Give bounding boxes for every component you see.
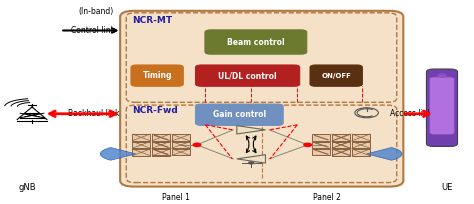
Bar (312, 149, 330, 155)
Bar (332, 149, 350, 155)
Text: NCR-MT: NCR-MT (132, 16, 173, 25)
Bar (152, 149, 170, 155)
Polygon shape (366, 147, 402, 160)
Polygon shape (100, 147, 136, 160)
Text: Panel 1: Panel 1 (162, 193, 190, 202)
Bar (332, 134, 350, 141)
Text: (In-band): (In-band) (78, 7, 113, 16)
Bar (332, 142, 350, 148)
Bar (332, 142, 350, 148)
Text: Timing: Timing (142, 71, 172, 80)
Bar (352, 134, 370, 141)
FancyBboxPatch shape (120, 11, 403, 187)
Text: Control link: Control link (71, 26, 115, 35)
Text: gNB: gNB (18, 183, 36, 193)
Polygon shape (237, 155, 265, 163)
Text: Access link: Access link (390, 109, 432, 118)
Bar (332, 134, 350, 141)
FancyBboxPatch shape (131, 65, 183, 86)
Bar (152, 149, 170, 156)
Bar (172, 142, 190, 148)
Text: Backhaul link: Backhaul link (67, 109, 119, 118)
FancyBboxPatch shape (205, 30, 307, 54)
Bar (132, 142, 150, 148)
Bar (172, 149, 190, 155)
Bar (132, 149, 150, 156)
Text: Beam control: Beam control (227, 38, 285, 47)
Text: Gain control: Gain control (213, 110, 266, 119)
Circle shape (249, 162, 254, 164)
Circle shape (438, 74, 446, 77)
Bar (132, 134, 150, 141)
Bar (332, 149, 350, 156)
Bar (172, 134, 190, 141)
Text: UE: UE (441, 183, 452, 193)
Bar (352, 149, 370, 156)
FancyBboxPatch shape (196, 65, 300, 86)
Bar (152, 134, 170, 141)
FancyBboxPatch shape (310, 65, 362, 86)
Bar (312, 134, 330, 141)
Circle shape (304, 143, 311, 146)
Bar (352, 142, 370, 148)
Bar (152, 142, 170, 148)
Bar (152, 134, 170, 141)
Polygon shape (237, 126, 265, 134)
Circle shape (193, 143, 201, 146)
Text: UL/DL control: UL/DL control (219, 71, 277, 80)
Text: NCR-Fwd: NCR-Fwd (132, 106, 178, 115)
FancyBboxPatch shape (427, 69, 457, 146)
Text: Panel 2: Panel 2 (312, 193, 340, 202)
Text: ON/OFF: ON/OFF (321, 73, 351, 79)
FancyBboxPatch shape (430, 77, 454, 134)
FancyBboxPatch shape (196, 104, 283, 125)
Bar (152, 142, 170, 148)
Bar (312, 142, 330, 148)
